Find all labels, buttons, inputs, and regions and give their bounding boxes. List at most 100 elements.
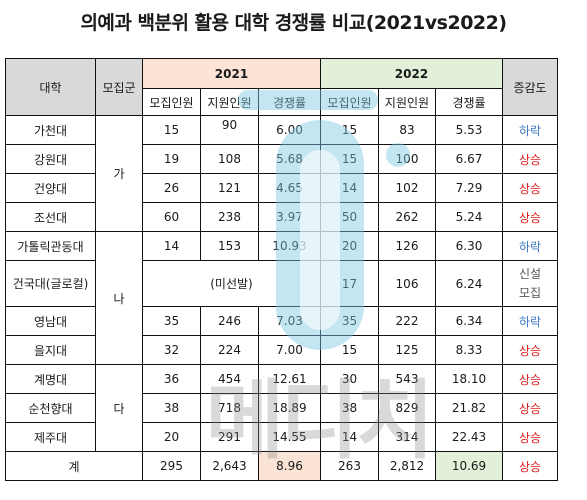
cell-q22: 15 <box>320 115 379 145</box>
cell-r21: 6.00 <box>258 115 321 145</box>
cell-change: 하락 <box>502 231 558 261</box>
cell-group: 다 <box>95 364 143 452</box>
cell-a22: 262 <box>378 202 436 232</box>
cell-a21: 238 <box>200 202 259 232</box>
cell-q22: 50 <box>320 202 379 232</box>
cell-r22: 7.29 <box>435 173 503 203</box>
page-title: 의예과 백분위 활용 대학 경쟁률 비교(2021vs2022) <box>80 12 507 34</box>
cell-r22: 8.33 <box>435 335 503 365</box>
cell-q22: 15 <box>320 144 379 174</box>
cell-r21: 3.97 <box>258 202 321 232</box>
cell-total-a22: 2,812 <box>378 451 436 481</box>
cell-group: 나 <box>95 231 143 365</box>
header-group: 모집군 <box>95 58 143 116</box>
cell-r22: 6.34 <box>435 306 503 336</box>
cell-r21: 12.61 <box>258 364 321 394</box>
total-row: 계 295 2,643 8.96 263 2,812 10.69 상승 <box>5 451 558 481</box>
cell-q22: 14 <box>320 173 379 203</box>
table-row: 건양대 26 121 4.65 14 102 7.29 상승 <box>5 173 558 203</box>
cell-q22: 14 <box>320 422 379 452</box>
cell-change: 상승 <box>502 173 558 203</box>
cell-q21: 19 <box>142 144 201 174</box>
cell-q21: 20 <box>142 422 201 452</box>
cell-total-change: 상승 <box>502 451 558 481</box>
cell-univ: 가천대 <box>5 115 96 145</box>
cell-r21: 10.93 <box>258 231 321 261</box>
cell-a22: 125 <box>378 335 436 365</box>
cell-q21: 32 <box>142 335 201 365</box>
cell-r21: 18.89 <box>258 393 321 423</box>
cell-r21: 14.55 <box>258 422 321 452</box>
cell-change: 하락 <box>502 115 558 145</box>
cell-q22: 30 <box>320 364 379 394</box>
cell-r21: 7.03 <box>258 306 321 336</box>
table-row: 가톨릭관동대 나 14 153 10.93 20 126 6.30 하락 <box>5 231 558 365</box>
cell-total-r22: 10.69 <box>435 451 503 481</box>
cell-change: 상승 <box>502 422 558 452</box>
cell-total-a21: 2,643 <box>200 451 259 481</box>
cell-a22: 102 <box>378 173 436 203</box>
cell-r21: 4.65 <box>258 173 321 203</box>
change-new-line2: 모집 <box>518 285 542 300</box>
cell-a21: 90 <box>200 115 259 145</box>
table-row: 영남대 35 246 7.03 35 222 6.34 하락 <box>5 306 558 336</box>
cell-a22: 543 <box>378 364 436 394</box>
header-quota-2022: 모집인원 <box>320 88 379 116</box>
cell-univ: 건양대 <box>5 173 96 203</box>
cell-univ: 을지대 <box>5 335 96 365</box>
comparison-table: 대학 모집군 2021 2022 증감도 모집인원 지원인원 경쟁률 모집인원 … <box>5 58 558 481</box>
cell-q22: 17 <box>320 260 379 307</box>
cell-r21: 7.00 <box>258 335 321 365</box>
cell-change: 신설 모집 <box>502 260 558 307</box>
cell-a22: 106 <box>378 260 436 307</box>
cell-a22: 100 <box>378 144 436 174</box>
header-rate-2021: 경쟁률 <box>258 88 321 116</box>
table-row: 순천향대 38 718 18.89 38 829 21.82 상승 <box>5 393 558 423</box>
cell-q22: 38 <box>320 393 379 423</box>
cell-univ: 영남대 <box>5 306 96 336</box>
cell-a22: 83 <box>378 115 436 145</box>
header-quota-2021: 모집인원 <box>142 88 201 116</box>
cell-change: 상승 <box>502 202 558 232</box>
cell-univ: 조선대 <box>5 202 96 232</box>
table-row: 을지대 32 224 7.00 15 125 8.33 상승 <box>5 335 558 365</box>
cell-change: 상승 <box>502 364 558 394</box>
cell-r22: 5.24 <box>435 202 503 232</box>
cell-q21: 38 <box>142 393 201 423</box>
header-rate-2022: 경쟁률 <box>435 88 503 116</box>
cell-q21: 15 <box>142 115 201 145</box>
cell-a21: 224 <box>200 335 259 365</box>
cell-a21: 454 <box>200 364 259 394</box>
cell-change: 상승 <box>502 393 558 423</box>
cell-a21: 291 <box>200 422 259 452</box>
cell-a22: 314 <box>378 422 436 452</box>
cell-univ: 가톨릭관동대 <box>5 231 96 261</box>
cell-total-q22: 263 <box>320 451 379 481</box>
cell-q21: 26 <box>142 173 201 203</box>
header-applicants-2021: 지원인원 <box>200 88 259 116</box>
cell-a21: 246 <box>200 306 259 336</box>
cell-r22: 6.30 <box>435 231 503 261</box>
cell-not-recruited: (미선발) <box>142 260 321 307</box>
header-university: 대학 <box>5 58 96 116</box>
cell-r22: 22.43 <box>435 422 503 452</box>
cell-univ: 순천향대 <box>5 393 96 423</box>
table-row: 조선대 60 238 3.97 50 262 5.24 상승 <box>5 202 558 232</box>
cell-r22: 21.82 <box>435 393 503 423</box>
cell-univ: 건국대(글로컬) <box>5 260 96 307</box>
cell-a22: 829 <box>378 393 436 423</box>
cell-r21: 5.68 <box>258 144 321 174</box>
cell-a22: 222 <box>378 306 436 336</box>
table-row: 강원대 19 108 5.68 15 100 6.67 상승 <box>5 144 558 174</box>
cell-q22: 15 <box>320 335 379 365</box>
cell-a21: 153 <box>200 231 259 261</box>
cell-r22: 5.53 <box>435 115 503 145</box>
cell-change: 상승 <box>502 144 558 174</box>
cell-r22: 18.10 <box>435 364 503 394</box>
cell-group: 가 <box>95 115 143 232</box>
cell-a21: 121 <box>200 173 259 203</box>
change-new-line1: 신설 <box>518 266 542 281</box>
cell-univ: 제주대 <box>5 422 96 452</box>
cell-q21: 60 <box>142 202 201 232</box>
cell-a21: 718 <box>200 393 259 423</box>
